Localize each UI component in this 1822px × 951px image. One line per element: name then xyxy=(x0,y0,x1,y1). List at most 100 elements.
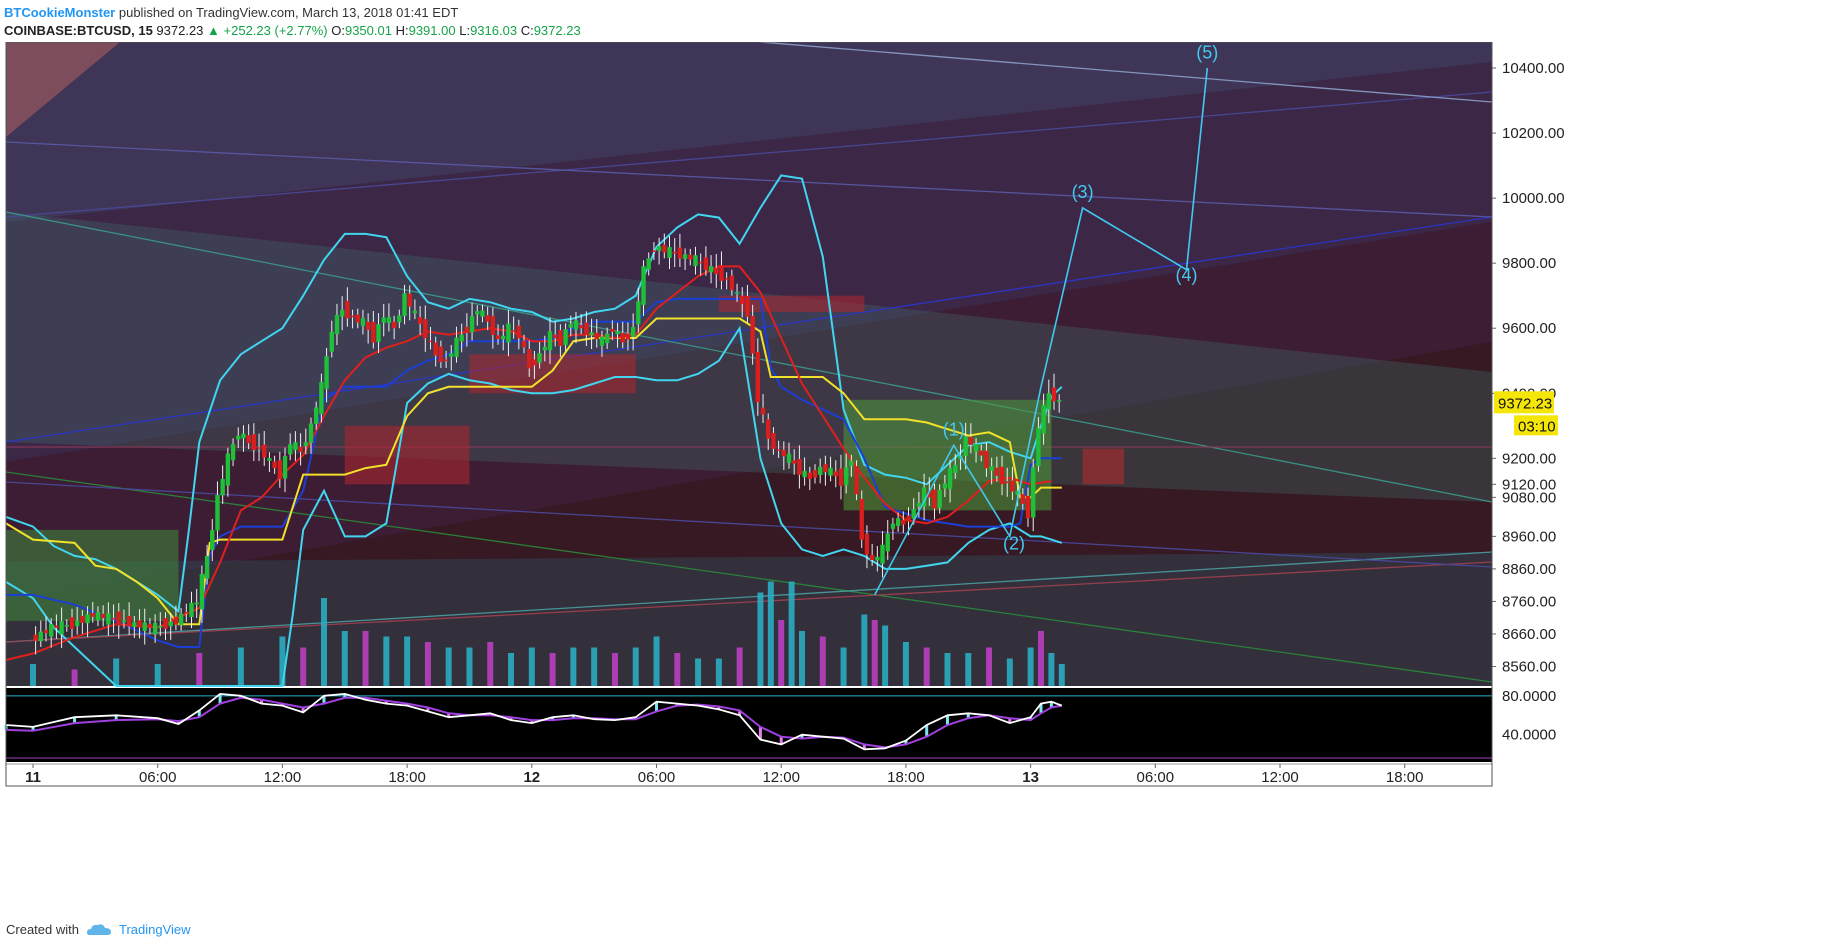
candle-body xyxy=(615,331,620,335)
candle-body xyxy=(714,267,719,275)
oscillator-tick-label: 80.0000 xyxy=(1502,688,1556,705)
candle-body xyxy=(54,625,59,628)
candle-body xyxy=(1051,387,1057,402)
candle-body xyxy=(288,444,293,455)
volume-bar xyxy=(871,620,878,686)
candle-body xyxy=(293,442,298,450)
volume-bar xyxy=(840,647,847,686)
candle-body xyxy=(329,331,334,352)
candle-body xyxy=(786,453,792,463)
candle-body xyxy=(859,498,864,540)
candle-body xyxy=(106,613,111,625)
candle-body xyxy=(532,359,537,366)
candle-body xyxy=(402,293,407,316)
fan-zone-6 xyxy=(6,552,1492,686)
candle-body xyxy=(324,356,329,389)
candle-body xyxy=(158,625,163,628)
publish-line: BTCookieMonster published on TradingView… xyxy=(4,4,581,22)
candle-body xyxy=(501,335,506,340)
price-tick-label: 9080.00 xyxy=(1502,489,1556,506)
candle-body xyxy=(636,301,641,325)
candle-body xyxy=(262,444,267,458)
fan-zone-1 xyxy=(6,62,1492,462)
candle-body xyxy=(1020,494,1026,504)
tradingview-cloud-icon[interactable] xyxy=(86,923,111,937)
candle-body xyxy=(833,471,838,477)
volume-bar xyxy=(466,647,473,686)
ma-blue-line xyxy=(6,297,1062,648)
candle-body xyxy=(308,423,314,443)
candle-body xyxy=(745,296,750,317)
candle-body xyxy=(132,621,137,627)
candle-body xyxy=(516,325,522,339)
candle-body xyxy=(766,419,771,439)
candle-body xyxy=(381,317,386,323)
candles xyxy=(33,233,1062,655)
volume-bar xyxy=(695,658,702,686)
volume-bar xyxy=(882,625,889,686)
symbol-label: COINBASE:BTCUSD, 15 xyxy=(4,23,153,38)
candle-body xyxy=(698,261,703,264)
time-tick-label: 11 xyxy=(25,769,41,786)
candle-body xyxy=(251,434,257,450)
candle-body xyxy=(345,300,350,319)
fan-zone-2 xyxy=(6,222,1492,602)
candle-body xyxy=(168,621,173,627)
last-price: 9372.23 xyxy=(156,23,204,38)
fan-line-2 xyxy=(5,141,1493,218)
high-label: H: xyxy=(395,23,409,38)
chart-area[interactable]: (1) (2) (3) (4) (5) 10400.00 10200.00 10000.00 9… xyxy=(0,42,1822,914)
fan-line-5 xyxy=(5,551,1493,643)
candle-body xyxy=(781,449,787,457)
candle-body xyxy=(74,620,80,627)
candle-body xyxy=(152,622,158,635)
candle-body xyxy=(708,266,714,273)
candle-body xyxy=(817,466,823,475)
candle-body xyxy=(646,258,651,270)
candle-body xyxy=(973,443,979,452)
candle-body xyxy=(1056,400,1062,402)
volume-bar xyxy=(279,636,286,686)
tradingview-link[interactable]: TradingView xyxy=(118,922,191,937)
candle-body xyxy=(38,631,44,642)
candle-body xyxy=(563,329,568,346)
candle-body xyxy=(64,625,69,627)
candle-body xyxy=(797,458,802,475)
candle-body xyxy=(999,466,1005,485)
candle-body xyxy=(963,436,968,456)
candle-body xyxy=(111,618,116,620)
author-link[interactable]: BTCookieMonster xyxy=(4,5,116,20)
fan-line-4 xyxy=(5,471,1493,683)
candle-body xyxy=(838,468,844,486)
fan-zone-0 xyxy=(6,42,1492,222)
wave-label-4: (4) xyxy=(1175,265,1197,285)
candle-body xyxy=(672,251,677,254)
candle-body xyxy=(734,292,740,294)
candle-body xyxy=(693,255,698,267)
price-tick-label: 10200.00 xyxy=(1502,125,1565,142)
candle-body xyxy=(594,332,599,340)
candle-body xyxy=(506,323,511,343)
close-value: 9372.23 xyxy=(533,23,581,38)
candle-body xyxy=(589,332,594,336)
candle-body xyxy=(682,254,688,259)
candle-body xyxy=(225,453,231,486)
candle-body xyxy=(449,353,454,357)
time-tick-label: 12:00 xyxy=(762,769,800,786)
candle-body xyxy=(49,623,54,637)
volume-bar xyxy=(1027,647,1034,686)
candle-body xyxy=(911,509,916,519)
time-tick-label: 12:00 xyxy=(264,769,302,786)
published-text: published on TradingView.com, March 13, … xyxy=(118,5,459,20)
candle-body xyxy=(1015,490,1020,496)
candle-body xyxy=(1005,481,1010,484)
candle-body xyxy=(662,244,667,253)
price-chart[interactable]: (1) (2) (3) (4) (5) 10400.00 10200.00 10000.00 9… xyxy=(0,42,1822,914)
candle-body xyxy=(475,311,480,315)
candle-body xyxy=(584,322,589,335)
candle-body xyxy=(703,257,709,270)
candle-body xyxy=(849,460,854,466)
candle-body xyxy=(230,444,236,461)
volume-bar xyxy=(923,647,930,686)
candle-body xyxy=(199,573,205,610)
